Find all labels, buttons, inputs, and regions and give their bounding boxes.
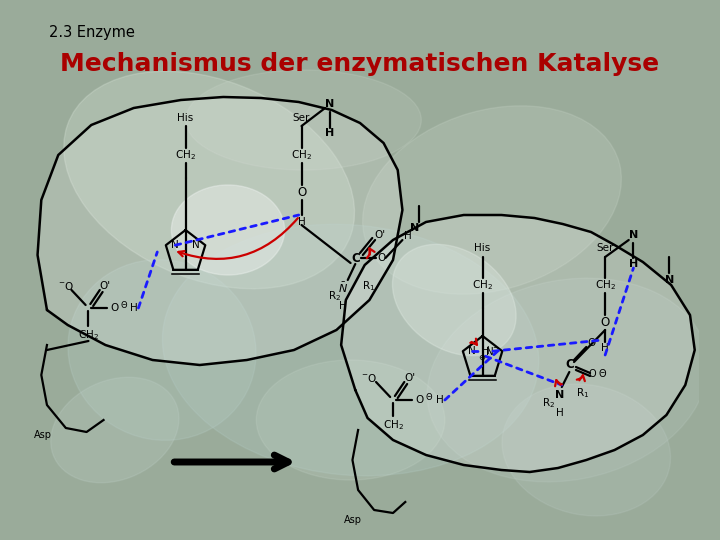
Polygon shape (341, 215, 695, 472)
Text: C: C (351, 252, 360, 265)
Text: H: H (325, 128, 335, 138)
Text: N: N (171, 240, 179, 250)
Text: H: H (130, 303, 138, 313)
Text: CH$_2$: CH$_2$ (472, 278, 493, 292)
Ellipse shape (171, 185, 284, 275)
Text: O': O' (405, 373, 415, 383)
Text: N: N (665, 275, 674, 285)
Text: CH$_2$: CH$_2$ (291, 148, 312, 162)
Text: H: H (297, 217, 305, 227)
Ellipse shape (64, 71, 354, 289)
Text: CH$_2$: CH$_2$ (595, 278, 616, 292)
Ellipse shape (163, 224, 539, 476)
Ellipse shape (363, 106, 621, 294)
Text: R$_2$: R$_2$ (542, 396, 555, 410)
Text: H: H (629, 259, 638, 269)
Text: $\bar{N}$: $\bar{N}$ (338, 281, 348, 295)
Text: O: O (415, 395, 423, 405)
Text: CH$_2$: CH$_2$ (382, 418, 403, 432)
Polygon shape (37, 97, 402, 365)
Text: R$_2$: R$_2$ (328, 289, 341, 303)
Text: H: H (436, 395, 444, 405)
Text: O: O (377, 253, 386, 263)
Text: H: H (556, 408, 564, 418)
Text: O: O (297, 186, 306, 199)
Text: Mechanismus der enzymatischen Katalyse: Mechanismus der enzymatischen Katalyse (60, 52, 660, 76)
Ellipse shape (392, 244, 516, 356)
Ellipse shape (256, 360, 445, 480)
Text: N: N (629, 230, 638, 240)
Text: $^{-}$O: $^{-}$O (58, 280, 74, 292)
Text: $\Theta$: $\Theta$ (120, 300, 128, 310)
Text: R$_1$: R$_1$ (576, 386, 589, 400)
Text: N: N (192, 240, 199, 250)
Ellipse shape (68, 260, 256, 440)
Text: His: His (474, 243, 491, 253)
Text: O: O (600, 315, 610, 328)
Text: H: H (601, 343, 609, 353)
Text: O': O' (100, 281, 111, 291)
Text: O: O (111, 303, 119, 313)
Text: O: O (587, 338, 595, 348)
Text: Ser: Ser (596, 243, 614, 253)
Text: His: His (177, 113, 194, 123)
Ellipse shape (51, 377, 179, 483)
Text: CH$_2$: CH$_2$ (78, 328, 99, 342)
Text: C: C (565, 359, 574, 372)
Text: N: N (410, 223, 419, 233)
Text: N$^{-}$: N$^{-}$ (485, 345, 500, 357)
Text: N: N (555, 390, 564, 400)
Ellipse shape (427, 278, 708, 482)
Text: $\oplus$: $\oplus$ (479, 354, 487, 362)
Text: $^{-}$O: $^{-}$O (361, 372, 377, 384)
Ellipse shape (502, 384, 670, 516)
Text: O': O' (374, 230, 385, 240)
Text: Ser: Ser (293, 113, 310, 123)
Text: R$_1$: R$_1$ (362, 279, 375, 293)
Text: N: N (469, 346, 476, 356)
Text: $\Theta$: $\Theta$ (425, 392, 433, 402)
Text: CH$_2$: CH$_2$ (175, 148, 196, 162)
Ellipse shape (186, 70, 421, 170)
Text: 2.3 Enzyme: 2.3 Enzyme (49, 25, 135, 40)
Text: N: N (325, 99, 335, 109)
Text: Asp: Asp (34, 430, 52, 440)
Text: Asp: Asp (344, 515, 362, 525)
Text: O $\Theta$: O $\Theta$ (588, 367, 608, 379)
Text: H: H (482, 346, 490, 356)
Text: H: H (339, 301, 347, 311)
Text: H: H (404, 231, 412, 241)
